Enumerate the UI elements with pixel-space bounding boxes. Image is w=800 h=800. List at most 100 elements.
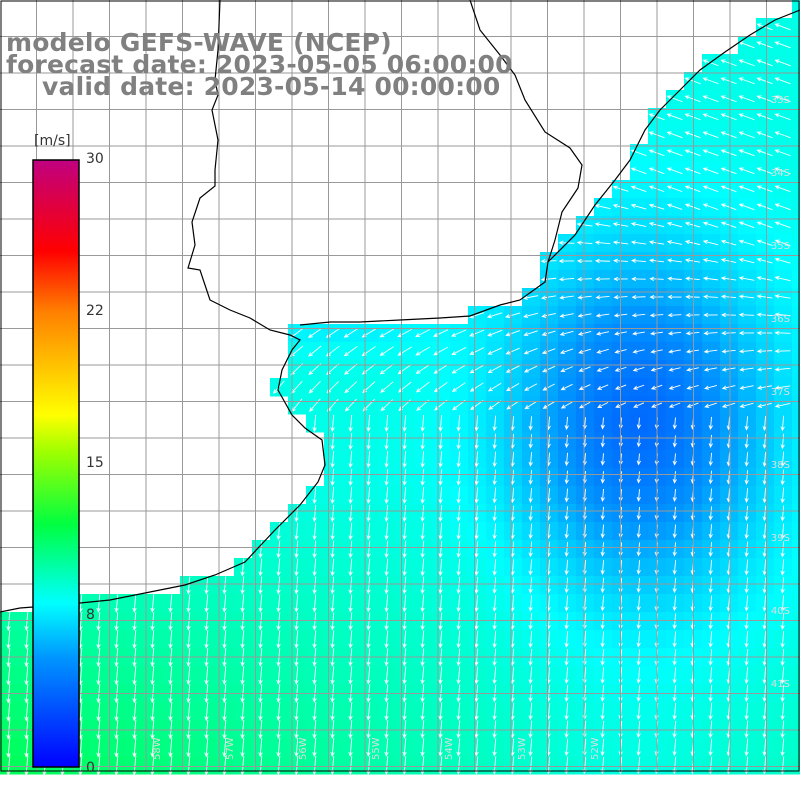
colorbar-unit: [m/s] <box>34 133 71 149</box>
wind-arrow <box>186 576 191 595</box>
wind-arrow <box>738 239 755 246</box>
wind-arrow <box>774 59 791 67</box>
wind-arrow <box>420 738 425 757</box>
wind-arrow <box>402 414 407 432</box>
wind-arrow <box>738 167 755 175</box>
wind-arrow <box>348 702 353 721</box>
wind-arrow <box>276 666 281 685</box>
wind-arrow <box>312 738 317 757</box>
wind-arrow <box>721 349 736 354</box>
wind-arrow <box>186 701 191 722</box>
wind-arrow <box>456 720 461 739</box>
speed-cell <box>792 720 800 739</box>
wind-arrow <box>702 276 719 281</box>
wind-arrow <box>420 702 425 721</box>
wind-arrow <box>492 505 497 522</box>
speed-cell <box>792 234 800 253</box>
wind-arrow <box>402 504 407 523</box>
wind-arrow <box>312 594 317 613</box>
wind-arrow <box>738 312 755 317</box>
wind-arrow <box>739 385 754 390</box>
wind-arrow <box>720 185 737 193</box>
wind-arrow <box>523 348 538 355</box>
wind-arrow <box>666 167 683 175</box>
wind-arrow <box>456 630 461 649</box>
wind-arrow <box>636 720 641 739</box>
wind-arrow <box>528 720 533 739</box>
latitude-label: 37S <box>771 387 790 398</box>
wind-arrow <box>294 540 299 559</box>
wind-arrow <box>330 720 335 739</box>
wind-arrow <box>222 594 227 613</box>
colorbar-tick-8: 8 <box>86 607 95 623</box>
wind-arrow <box>708 559 713 576</box>
speed-cell <box>792 432 800 451</box>
wind-arrow <box>240 737 245 758</box>
wind-arrow <box>721 402 736 408</box>
wind-arrow <box>132 594 137 613</box>
wind-arrow <box>456 702 461 721</box>
wind-arrow <box>600 738 605 757</box>
wind-arrow <box>559 295 574 300</box>
wind-arrow <box>348 414 353 433</box>
wind-arrow <box>594 203 611 210</box>
wind-arrow <box>330 486 335 505</box>
wind-arrow <box>438 522 443 541</box>
wind-arrow <box>528 523 533 540</box>
wind-arrow <box>330 540 335 559</box>
wind-arrow <box>577 313 592 318</box>
wind-arrow <box>348 450 353 469</box>
wind-arrow <box>528 559 533 576</box>
wind-arrow <box>636 542 641 557</box>
wind-arrow <box>720 221 737 228</box>
speed-cell <box>792 18 800 37</box>
wind-arrow <box>492 523 497 540</box>
wind-arrow <box>780 595 785 612</box>
wind-arrow <box>402 594 407 613</box>
wind-arrow <box>433 346 449 356</box>
wind-arrow <box>420 522 425 541</box>
wind-arrow <box>474 630 479 649</box>
wind-arrow <box>186 737 191 758</box>
wind-arrow <box>703 312 718 318</box>
wind-arrow <box>633 402 645 408</box>
wind-arrow <box>744 666 749 685</box>
wind-arrow <box>469 364 484 374</box>
wind-arrow <box>415 329 431 337</box>
wind-arrow <box>756 367 773 372</box>
wind-arrow <box>456 487 461 504</box>
wind-arrow <box>702 113 719 121</box>
wind-arrow <box>330 702 335 721</box>
wind-arrow <box>506 383 520 392</box>
wind-arrow <box>597 402 609 408</box>
wind-arrow <box>366 630 371 649</box>
wind-arrow <box>762 415 767 432</box>
wind-arrow <box>702 77 719 85</box>
wind-arrow <box>666 240 683 245</box>
wind-arrow <box>492 541 497 558</box>
speed-cell <box>792 306 800 325</box>
wind-arrow <box>564 738 569 757</box>
wind-arrow <box>397 328 413 338</box>
longitude-label: 57W <box>225 737 236 760</box>
wind-arrow <box>397 346 412 356</box>
wind-arrow <box>600 702 605 721</box>
longitude-label: 54W <box>444 737 455 760</box>
wind-arrow <box>774 385 791 390</box>
wind-arrow <box>762 433 767 450</box>
wind-arrow <box>524 400 537 410</box>
wind-arrow <box>744 595 749 612</box>
wind-arrow <box>703 331 718 336</box>
wind-arrow <box>451 364 466 374</box>
wind-arrow <box>720 95 737 103</box>
wind-arrow <box>756 77 773 85</box>
wind-arrow <box>636 524 641 539</box>
speed-cell <box>792 198 800 217</box>
wind-arrow <box>420 504 425 523</box>
wind-arrow <box>204 594 209 613</box>
wind-arrow <box>474 720 479 739</box>
wind-arrow <box>492 451 497 468</box>
wind-arrow <box>528 577 533 594</box>
colorbar <box>32 159 80 768</box>
wind-arrow <box>738 185 755 193</box>
